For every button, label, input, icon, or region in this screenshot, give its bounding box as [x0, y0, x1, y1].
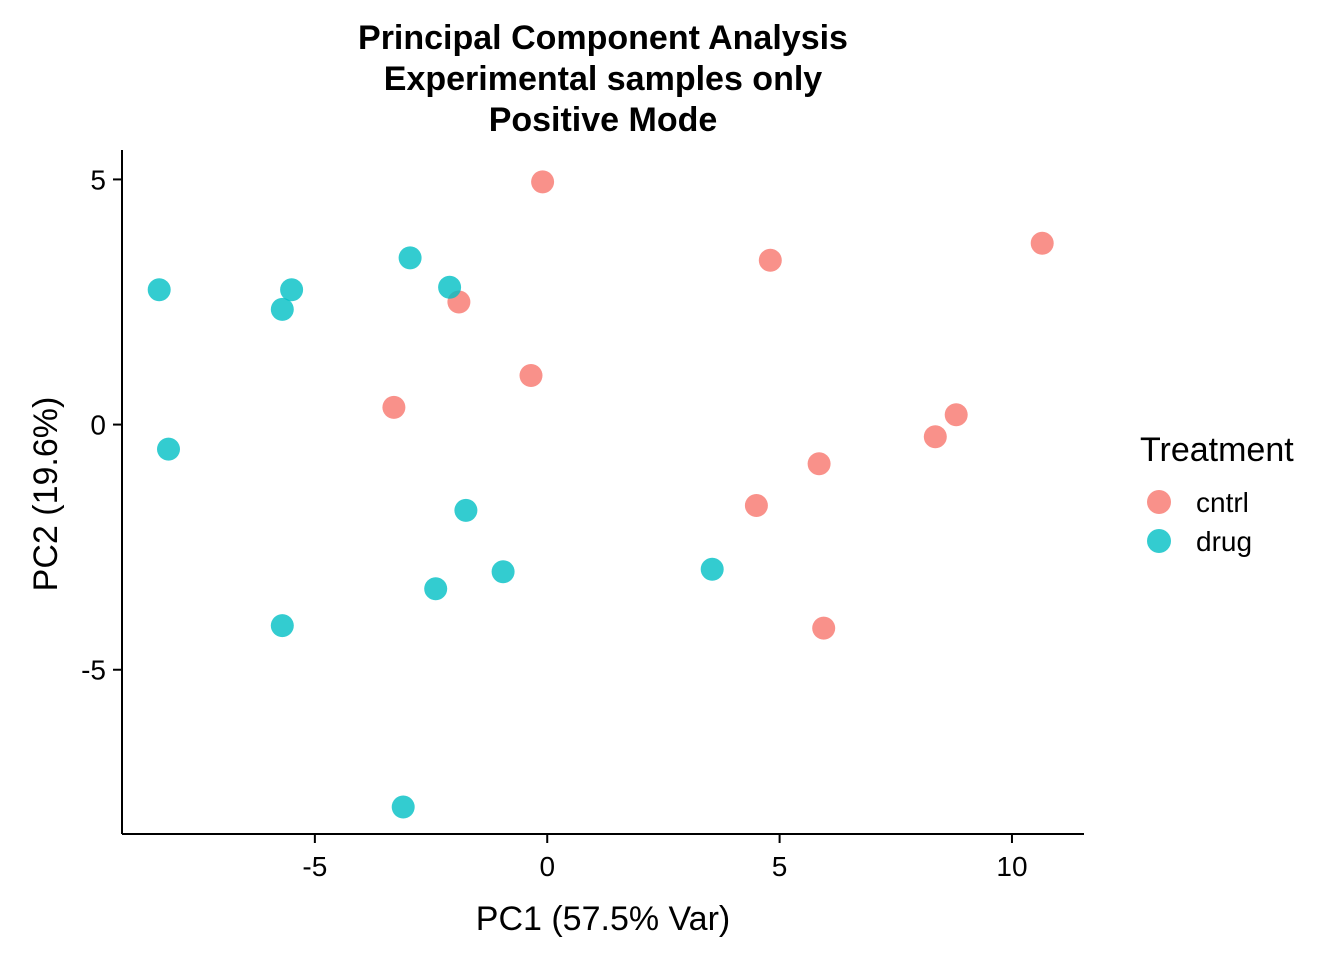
y-tick-label: 5	[90, 164, 106, 195]
y-tick-label: 0	[90, 410, 106, 441]
title-line-3: Positive Mode	[489, 101, 718, 139]
data-point-drug-11	[270, 614, 294, 638]
data-point-drug-7	[454, 498, 478, 522]
legend-key-cntrl	[1147, 490, 1171, 514]
legend-label-cntrl: cntrl	[1196, 487, 1249, 518]
x-tick-label: 10	[996, 851, 1027, 882]
data-point-drug-5	[438, 275, 462, 299]
x-axis-ticks: -5 0 5 10	[302, 834, 1028, 882]
legend-label-drug: drug	[1196, 526, 1252, 557]
title-line-2: Experimental samples only	[384, 60, 822, 98]
data-point-cntrl-1	[531, 170, 555, 194]
legend-key-drug	[1147, 529, 1171, 553]
title-line-1: Principal Component Analysis	[358, 19, 848, 57]
data-point-cntrl-6	[382, 395, 406, 419]
x-tick-label: -5	[302, 851, 327, 882]
data-point-drug-8	[491, 560, 515, 584]
x-axis-label: PC1 (57.5% Var)	[476, 900, 730, 938]
data-point-drug-3	[270, 297, 294, 321]
data-point-cntrl-2	[758, 248, 782, 272]
x-tick-label: 5	[772, 851, 788, 882]
data-point-cntrl-8	[923, 425, 947, 449]
data-point-drug-9	[424, 577, 448, 601]
data-point-drug-2	[280, 278, 304, 302]
data-point-drug-4	[398, 246, 422, 270]
y-axis-ticks: 5 0 -5	[81, 164, 122, 686]
data-point-cntrl-3	[1030, 231, 1054, 255]
data-point-drug-10	[700, 557, 724, 581]
data-point-cntrl-5	[519, 364, 543, 387]
x-tick-label: 0	[539, 851, 555, 882]
plot-points	[147, 170, 1054, 819]
legend: Treatment cntrl drug	[1140, 431, 1294, 557]
y-tick-label: -5	[81, 655, 106, 686]
data-point-drug-12	[391, 795, 415, 819]
data-point-drug-1	[147, 278, 171, 302]
y-axis-label: PC2 (19.6%)	[27, 397, 65, 592]
legend-title: Treatment	[1140, 431, 1294, 469]
data-point-cntrl-11	[812, 616, 836, 640]
data-point-drug-6	[157, 437, 180, 461]
data-point-cntrl-10	[744, 494, 768, 517]
data-point-cntrl-7	[944, 403, 968, 427]
chart-title: Principal Component Analysis Experimenta…	[358, 19, 848, 139]
data-point-cntrl-9	[807, 452, 831, 476]
